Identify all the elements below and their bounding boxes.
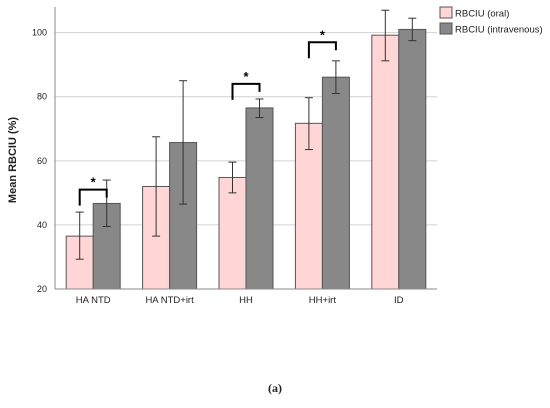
x-tick-label: HH: [239, 295, 253, 306]
significance-markers: * * *: [78, 27, 337, 206]
y-axis-title: Mean RBCIU (%): [7, 117, 19, 204]
significance-star: *: [320, 27, 326, 42]
legend-label: RBCIU (oral): [455, 9, 509, 20]
legend: RBCIU (oral) RBCIU (intravenous): [439, 6, 543, 36]
x-tick-label: HA NTD+irt: [145, 295, 194, 306]
legend-swatch: [439, 6, 453, 19]
bar: [398, 28, 427, 290]
legend-label: RBCIU (intravenous): [455, 25, 543, 36]
significance-star: *: [91, 175, 97, 190]
significance-star: *: [243, 69, 249, 84]
error-bars: [75, 9, 417, 260]
y-tick-label: 20: [37, 284, 47, 294]
bar: [371, 34, 400, 290]
y-tick-label: 60: [37, 156, 47, 166]
x-tick-label: HA NTD: [76, 295, 111, 306]
x-tick-label: ID: [394, 295, 404, 306]
significance-bracket: [78, 188, 108, 206]
y-tick-label: 80: [37, 92, 47, 102]
bar: [294, 122, 323, 290]
x-tick-label: HH+irt: [309, 295, 337, 306]
bar: [245, 107, 274, 290]
significance-bracket: [307, 41, 337, 59]
legend-swatch: [439, 22, 453, 35]
panel-label: (a): [268, 381, 282, 395]
y-tick-label: 100: [32, 28, 47, 38]
bars: [65, 28, 427, 290]
axes: 20 40 60 80 100 HA NTD HA NTD+irt HH HH+irt ID: [32, 7, 437, 306]
y-tick-label: 40: [37, 220, 47, 230]
significance-bracket: [231, 82, 261, 100]
bar: [321, 76, 350, 290]
bar: [218, 176, 247, 290]
